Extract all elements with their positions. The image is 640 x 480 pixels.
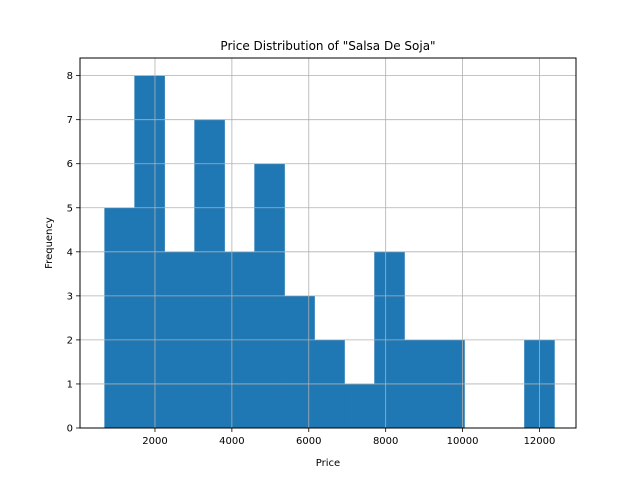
y-tick-label: 3 <box>67 291 73 302</box>
y-tick-label: 1 <box>67 379 73 390</box>
y-tick-label: 5 <box>67 203 73 214</box>
x-tick-label: 2000 <box>142 436 167 447</box>
histogram-bar-9 <box>344 383 375 429</box>
y-tick-label: 8 <box>67 71 73 82</box>
x-tick-label: 4000 <box>219 436 244 447</box>
y-tick-label: 7 <box>67 115 73 126</box>
y-tick-label: 0 <box>67 424 73 435</box>
histogram-bar-7 <box>284 295 315 429</box>
chart-title: Price Distribution of "Salsa De Soja" <box>220 39 435 53</box>
axis-ticks: 2000 4000 6000 8000 10000 12000 0 1 2 3 4 5 6 7 8 <box>67 71 556 447</box>
x-tick-label: 10000 <box>447 436 479 447</box>
x-tick-label: 12000 <box>524 436 556 447</box>
y-tick-label: 4 <box>67 247 73 258</box>
x-tick-label: 6000 <box>296 436 321 447</box>
y-axis-title: Frequency <box>44 217 55 269</box>
y-tick-label: 2 <box>67 335 73 346</box>
plot-frame <box>79 57 577 429</box>
x-tick-label: 8000 <box>373 436 398 447</box>
x-axis-title: Price <box>316 458 340 469</box>
histogram-bar-4 <box>194 119 225 429</box>
histogram-bar-1 <box>104 207 135 429</box>
y-tick-label: 6 <box>67 159 73 170</box>
